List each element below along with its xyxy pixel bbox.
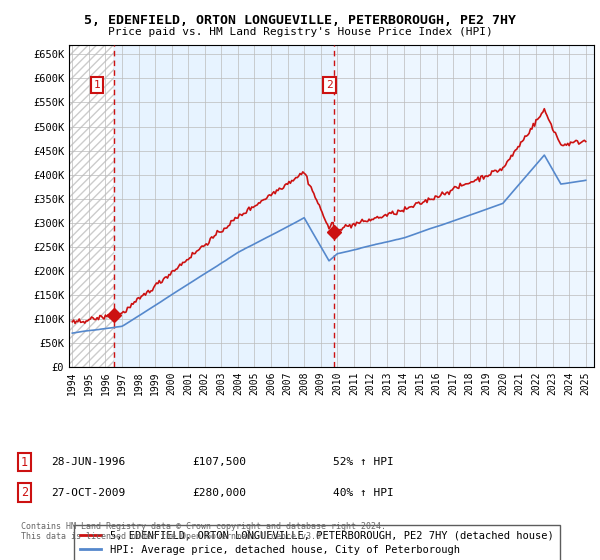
Text: This data is licensed under the Open Government Licence v3.0.: This data is licensed under the Open Gov… [21, 532, 326, 542]
Text: £107,500: £107,500 [192, 457, 246, 467]
Text: 1: 1 [21, 455, 28, 469]
Text: Price paid vs. HM Land Registry's House Price Index (HPI): Price paid vs. HM Land Registry's House … [107, 27, 493, 37]
Text: 2: 2 [326, 80, 333, 90]
Text: 5, EDENFIELD, ORTON LONGUEVILLE, PETERBOROUGH, PE2 7HY: 5, EDENFIELD, ORTON LONGUEVILLE, PETERBO… [84, 14, 516, 27]
Text: 2: 2 [21, 486, 28, 500]
Text: 52% ↑ HPI: 52% ↑ HPI [333, 457, 394, 467]
Text: Contains HM Land Registry data © Crown copyright and database right 2024.: Contains HM Land Registry data © Crown c… [21, 522, 386, 531]
Text: 1: 1 [94, 80, 100, 90]
Text: 40% ↑ HPI: 40% ↑ HPI [333, 488, 394, 498]
Legend: 5, EDENFIELD, ORTON LONGUEVILLE, PETERBOROUGH, PE2 7HY (detached house), HPI: Av: 5, EDENFIELD, ORTON LONGUEVILLE, PETERBO… [74, 525, 560, 560]
Text: 28-JUN-1996: 28-JUN-1996 [51, 457, 125, 467]
Text: 27-OCT-2009: 27-OCT-2009 [51, 488, 125, 498]
Text: £280,000: £280,000 [192, 488, 246, 498]
